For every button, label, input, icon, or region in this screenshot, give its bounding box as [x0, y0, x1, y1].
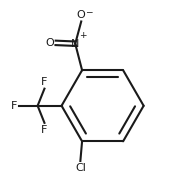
Text: F: F [41, 77, 48, 87]
Text: N: N [71, 39, 79, 49]
Text: +: + [79, 31, 87, 40]
Text: O: O [77, 10, 86, 20]
Text: F: F [10, 101, 17, 111]
Text: O: O [45, 38, 54, 48]
Text: Cl: Cl [75, 163, 86, 173]
Text: F: F [41, 125, 48, 135]
Text: −: − [85, 7, 93, 16]
